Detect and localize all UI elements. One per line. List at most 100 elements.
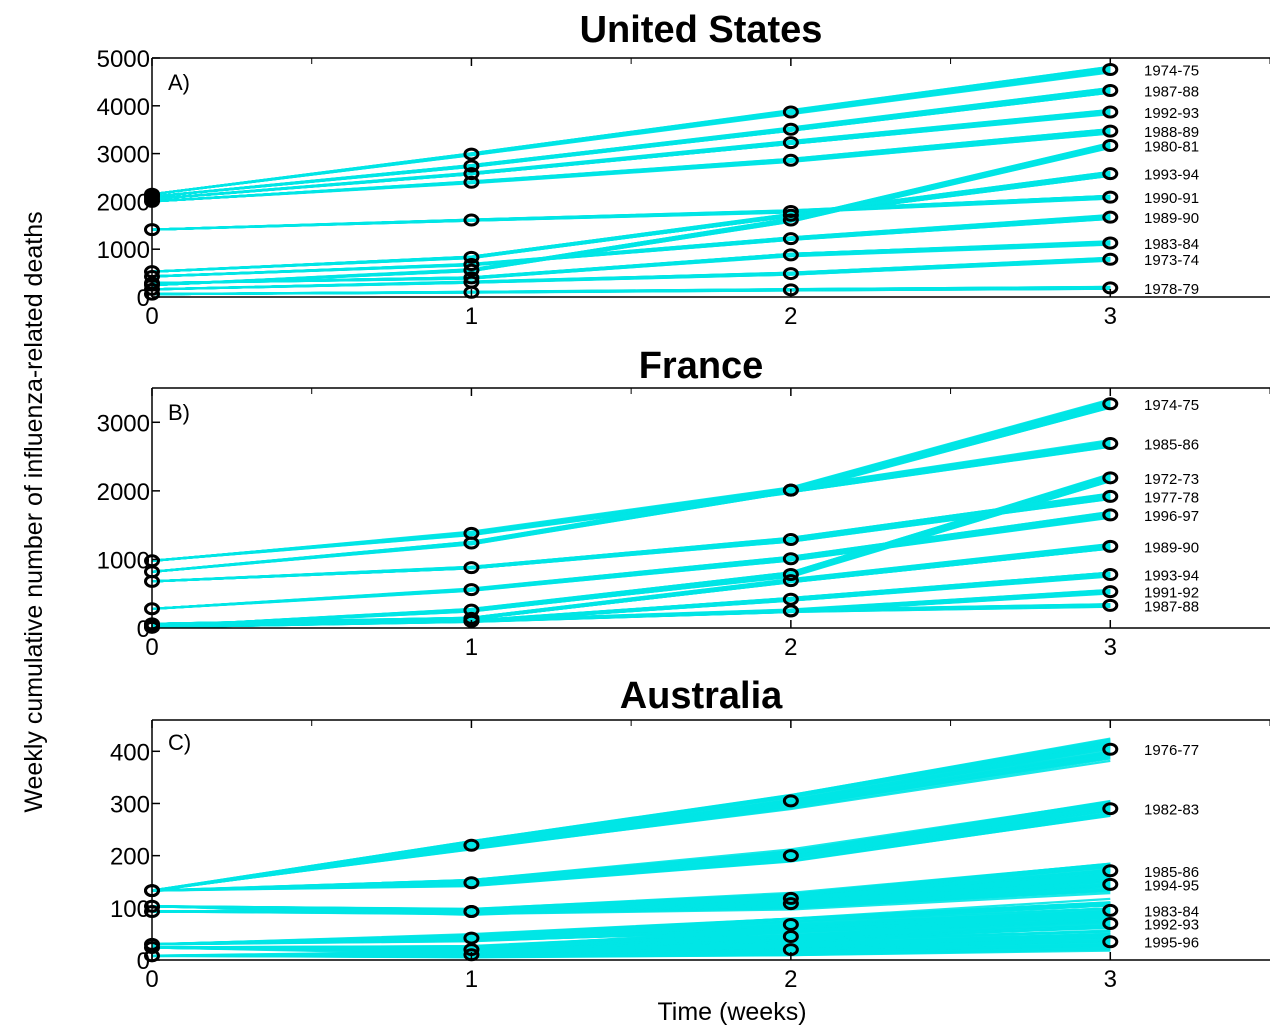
series-line <box>152 874 1111 913</box>
data-point <box>782 136 799 150</box>
data-point <box>782 483 799 497</box>
series-bands <box>152 65 1111 296</box>
data-point <box>1102 84 1119 98</box>
series-band <box>152 108 1111 201</box>
series-line <box>152 65 1111 196</box>
series-label: 1985-86 <box>1144 437 1199 454</box>
series-band <box>152 256 1111 291</box>
series-band <box>152 213 1111 278</box>
x-tick-label: 3 <box>1104 634 1117 661</box>
series-line <box>152 285 1111 296</box>
series-band <box>152 194 1111 231</box>
series-bands <box>152 398 1111 628</box>
y-tick-label: 200 <box>110 844 150 871</box>
x-tick-label: 2 <box>784 303 797 330</box>
data-point <box>782 794 799 808</box>
series-label: 1988-89 <box>1144 124 1199 141</box>
data-point <box>782 592 799 606</box>
data-point <box>1102 138 1119 152</box>
data-point <box>782 552 799 566</box>
x-tick-label: 1 <box>465 966 478 993</box>
data-point <box>1102 935 1119 949</box>
y-tick-label: 0 <box>137 948 150 975</box>
series-label: 1983-84 <box>1144 903 1199 920</box>
series-line <box>152 473 1111 628</box>
series-line <box>152 213 1111 278</box>
series-line <box>152 603 1111 628</box>
y-tick-label: 2000 <box>97 189 150 216</box>
data-point <box>1102 539 1119 553</box>
data-point <box>782 849 799 863</box>
x-tick-label: 1 <box>465 303 478 330</box>
data-point <box>782 204 799 218</box>
series-line <box>152 256 1111 291</box>
data-point <box>1102 124 1119 138</box>
data-point <box>782 267 799 281</box>
data-point <box>1102 585 1119 599</box>
series-line <box>152 473 1111 628</box>
data-point <box>1102 916 1119 930</box>
series-label: 1978-79 <box>1144 281 1199 298</box>
series-label: 1991-92 <box>1144 585 1199 602</box>
series-label: 1990-91 <box>1144 190 1199 207</box>
data-point <box>463 147 480 161</box>
series-line <box>152 257 1111 291</box>
data-point <box>1102 802 1119 816</box>
data-point <box>782 891 799 905</box>
series-band <box>152 439 1111 573</box>
series-line <box>152 911 1111 949</box>
series-label: 1985-86 <box>1144 864 1199 881</box>
series-band <box>152 932 1111 959</box>
y-tick-label: 1000 <box>97 237 150 264</box>
series-label: 1987-88 <box>1144 598 1199 615</box>
data-point <box>463 536 480 550</box>
data-point <box>782 232 799 246</box>
data-point <box>782 533 799 547</box>
data-point <box>463 159 480 173</box>
series-line <box>152 256 1111 291</box>
data-point <box>1102 598 1119 612</box>
data-point <box>463 175 480 189</box>
y-tick-label: 100 <box>110 896 150 923</box>
x-tick-label: 3 <box>1104 303 1117 330</box>
chart-title: France <box>639 345 764 387</box>
data-point <box>1102 877 1119 891</box>
series-label: 1980-81 <box>1144 138 1199 155</box>
series-band <box>152 398 1111 562</box>
series-line <box>152 542 1111 625</box>
data-point <box>463 250 480 264</box>
series-line <box>152 173 1111 273</box>
series-bands <box>152 737 1111 959</box>
x-tick-label: 1 <box>465 634 478 661</box>
data-point <box>463 904 480 918</box>
series-line <box>152 494 1111 583</box>
y-tick-label: 0 <box>137 285 150 312</box>
series-band <box>152 240 1111 285</box>
series-band <box>152 170 1111 273</box>
series-label: 1976-77 <box>1144 742 1199 759</box>
data-point <box>782 604 799 618</box>
series-line <box>152 173 1111 273</box>
chart-panels: United States 1974-75 1987-88 1992-93 1988-8… <box>97 9 1270 993</box>
y-tick-label: 3000 <box>97 410 150 437</box>
series-label: 1974-75 <box>1144 62 1199 79</box>
series-line <box>152 173 1111 273</box>
series-line <box>152 173 1111 273</box>
data-point <box>1102 252 1119 266</box>
series-band <box>152 799 1111 892</box>
series-band <box>152 911 1111 956</box>
data-point <box>463 213 480 227</box>
series-line <box>152 142 1111 287</box>
series-band <box>152 542 1111 625</box>
series-band <box>152 473 1111 628</box>
data-point <box>463 561 480 575</box>
data-point <box>782 918 799 932</box>
y-tick-label: 0 <box>137 616 150 643</box>
y-tick-label: 1000 <box>97 547 150 574</box>
series-line <box>152 439 1111 573</box>
series-line <box>152 240 1111 285</box>
x-tick-label: 0 <box>145 634 158 661</box>
series-band <box>152 603 1111 628</box>
series-line <box>152 511 1111 610</box>
series-label: 1989-90 <box>1144 210 1199 227</box>
